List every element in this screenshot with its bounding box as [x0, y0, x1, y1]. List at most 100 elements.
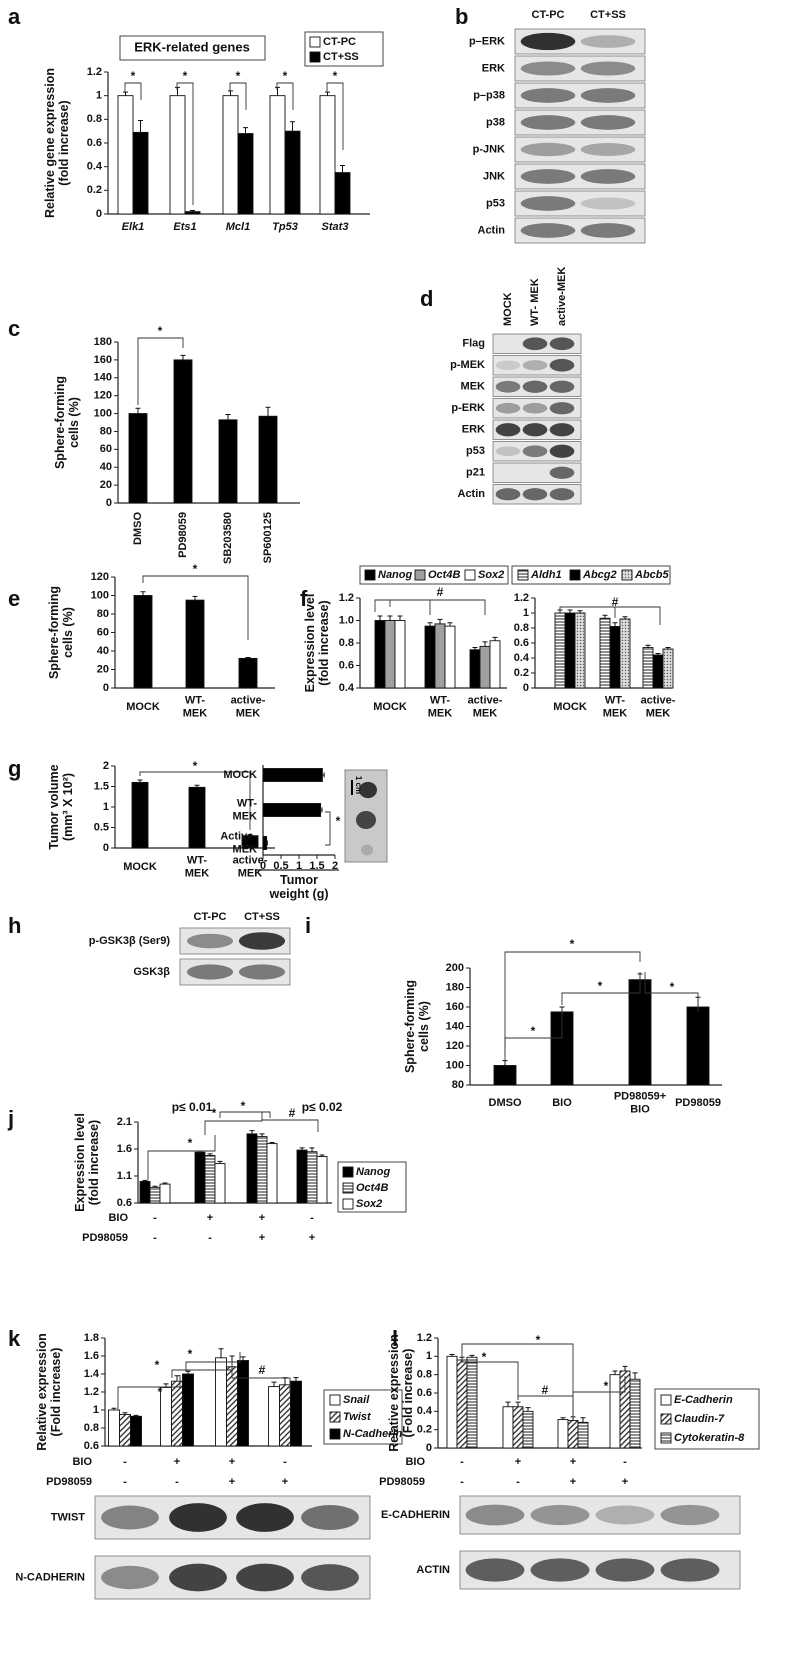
significance-bracket	[326, 82, 344, 150]
blot-band	[660, 1504, 720, 1526]
blot-band	[580, 142, 636, 157]
blot-band	[495, 360, 521, 370]
bar	[262, 803, 322, 817]
y-tick-label: 0.8	[339, 637, 354, 649]
legend-label: Aldh1	[530, 569, 562, 581]
y-tick-label: 200	[446, 962, 464, 974]
y-tick-label: 1.2	[339, 592, 354, 604]
panel-letter: e	[8, 586, 20, 611]
y-tick-label: 0.4	[87, 161, 103, 173]
error-bar	[325, 91, 330, 96]
bar	[384, 620, 396, 689]
y-tick-label: 100	[91, 589, 109, 601]
blot-column-label: active-MEK	[556, 267, 568, 326]
bar	[512, 1406, 524, 1449]
significance-bracket	[229, 82, 247, 110]
bar	[446, 1355, 458, 1449]
y-tick-label: 0	[426, 1442, 432, 1454]
error-bar	[377, 615, 383, 621]
condition-sign: -	[283, 1456, 287, 1468]
significance-bracket	[559, 606, 661, 625]
annotation: *	[131, 69, 136, 83]
x-tick-label: 0	[260, 860, 266, 872]
y-tick-label: 120	[91, 571, 109, 583]
error-bar	[245, 656, 251, 659]
bar	[557, 1419, 569, 1449]
error-bar	[387, 615, 393, 621]
bar	[609, 1374, 621, 1449]
significance-bracket	[137, 337, 184, 405]
y-tick-label: 1.4	[84, 1368, 100, 1380]
legend-label: Abcg2	[582, 569, 617, 581]
error-bar	[560, 1417, 566, 1420]
error-bar	[645, 644, 651, 648]
y-tick-label: 60	[97, 626, 109, 638]
y-axis-label: Sphere-formingcells (%)	[47, 586, 75, 679]
error-bar	[266, 840, 268, 846]
annotation: p≤ 0.02	[302, 1100, 343, 1114]
annotation: *	[193, 562, 198, 576]
y-tick-label: 180	[446, 981, 464, 993]
error-bar	[175, 86, 180, 96]
bar	[554, 612, 566, 689]
legend-label: Twist	[343, 1411, 372, 1423]
condition-sign: +	[259, 1212, 265, 1224]
blot-row-label: p38	[486, 116, 505, 128]
blot-row-label: ACTIN	[416, 1564, 450, 1576]
bar	[169, 95, 186, 215]
bar	[444, 625, 456, 689]
blot-column-label: MOCK	[502, 292, 514, 326]
legend-swatch	[329, 1411, 341, 1423]
bar	[374, 620, 386, 689]
blot-band	[520, 169, 576, 184]
bar	[628, 979, 652, 1086]
bar	[184, 211, 201, 215]
bar	[132, 131, 149, 215]
condition-sign: -	[123, 1476, 127, 1488]
x-tick-label: MOCK	[126, 701, 160, 713]
x-tick-label: 1.5	[309, 860, 324, 872]
blot-row-label: ERK	[462, 424, 485, 436]
legend-box	[511, 565, 671, 585]
error-bar	[174, 1375, 180, 1382]
bar	[238, 657, 258, 689]
error-bar	[269, 1142, 275, 1144]
bar	[493, 1065, 517, 1086]
error-bar	[192, 595, 198, 601]
bar	[424, 625, 436, 689]
bar	[131, 781, 149, 849]
annotation: *	[283, 69, 288, 83]
error-bar	[207, 1153, 213, 1156]
panel-letter: k	[8, 1326, 21, 1351]
blot-band	[495, 423, 521, 437]
blot-band	[465, 1558, 525, 1582]
y-tick-label: 1	[103, 801, 109, 813]
x-axis-label: Tumor weight (g)	[268, 873, 328, 901]
y-tick-label: 1.1	[117, 1170, 132, 1182]
y-tick-label: 0.6	[84, 1440, 99, 1452]
bar	[139, 1180, 151, 1204]
error-bar	[612, 622, 618, 627]
blot-band	[580, 197, 636, 210]
blot-lane	[514, 55, 646, 82]
y-tick-label: 0.8	[84, 1422, 99, 1434]
error-bar	[665, 647, 671, 649]
y-tick-label: 1.2	[87, 66, 102, 78]
legend-label: E-Cadherin	[674, 1394, 733, 1406]
significance-bracket	[374, 599, 486, 615]
blot-band	[236, 1503, 294, 1532]
y-tick-label: 0.8	[87, 113, 102, 125]
bar	[182, 1373, 194, 1447]
blot-band	[495, 488, 521, 501]
condition-label: PD98059	[379, 1476, 425, 1488]
y-tick-label: 1	[426, 1350, 432, 1362]
blot-band	[530, 1504, 590, 1526]
bar	[619, 618, 631, 689]
error-bar	[340, 164, 345, 173]
bar	[686, 1006, 710, 1086]
error-bar	[632, 1372, 638, 1380]
x-tick-label: DMSO	[132, 512, 144, 545]
bar	[159, 1183, 171, 1204]
legend-box	[323, 1389, 403, 1445]
condition-sign: -	[208, 1232, 212, 1244]
